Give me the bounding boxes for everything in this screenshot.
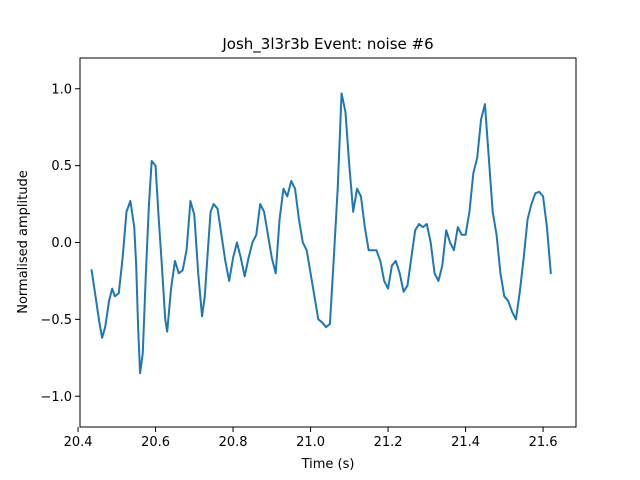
chart-title: Josh_3l3r3b Event: noise #6: [221, 35, 433, 54]
y-tick-label: 1.0: [51, 82, 72, 97]
y-tick-label: −0.5: [40, 313, 72, 328]
y-tick-label: −1.0: [40, 390, 72, 405]
x-tick-label: 21.6: [529, 435, 558, 450]
y-axis-label: Normalised amplitude: [16, 170, 31, 314]
y-tick-label: 0.0: [51, 236, 72, 251]
y-axis-ticks: −1.0 −0.5 0.0 0.5 1.0: [40, 82, 80, 405]
x-axis-label: Time (s): [301, 457, 355, 472]
axes-frame: [79, 57, 577, 428]
y-tick-label: 0.5: [51, 159, 72, 174]
plot-area: [90, 92, 552, 375]
x-tick-label: 20.8: [219, 435, 248, 450]
series-line-0: [90, 92, 552, 375]
x-tick-label: 21.2: [374, 435, 403, 450]
x-tick-label: 21.4: [451, 435, 480, 450]
x-axis-ticks: 20.4 20.6 20.8 21.0 21.2 21.4 21.6: [64, 427, 558, 450]
x-tick-label: 20.6: [141, 435, 170, 450]
x-tick-label: 21.0: [296, 435, 325, 450]
x-tick-label: 20.4: [64, 435, 93, 450]
